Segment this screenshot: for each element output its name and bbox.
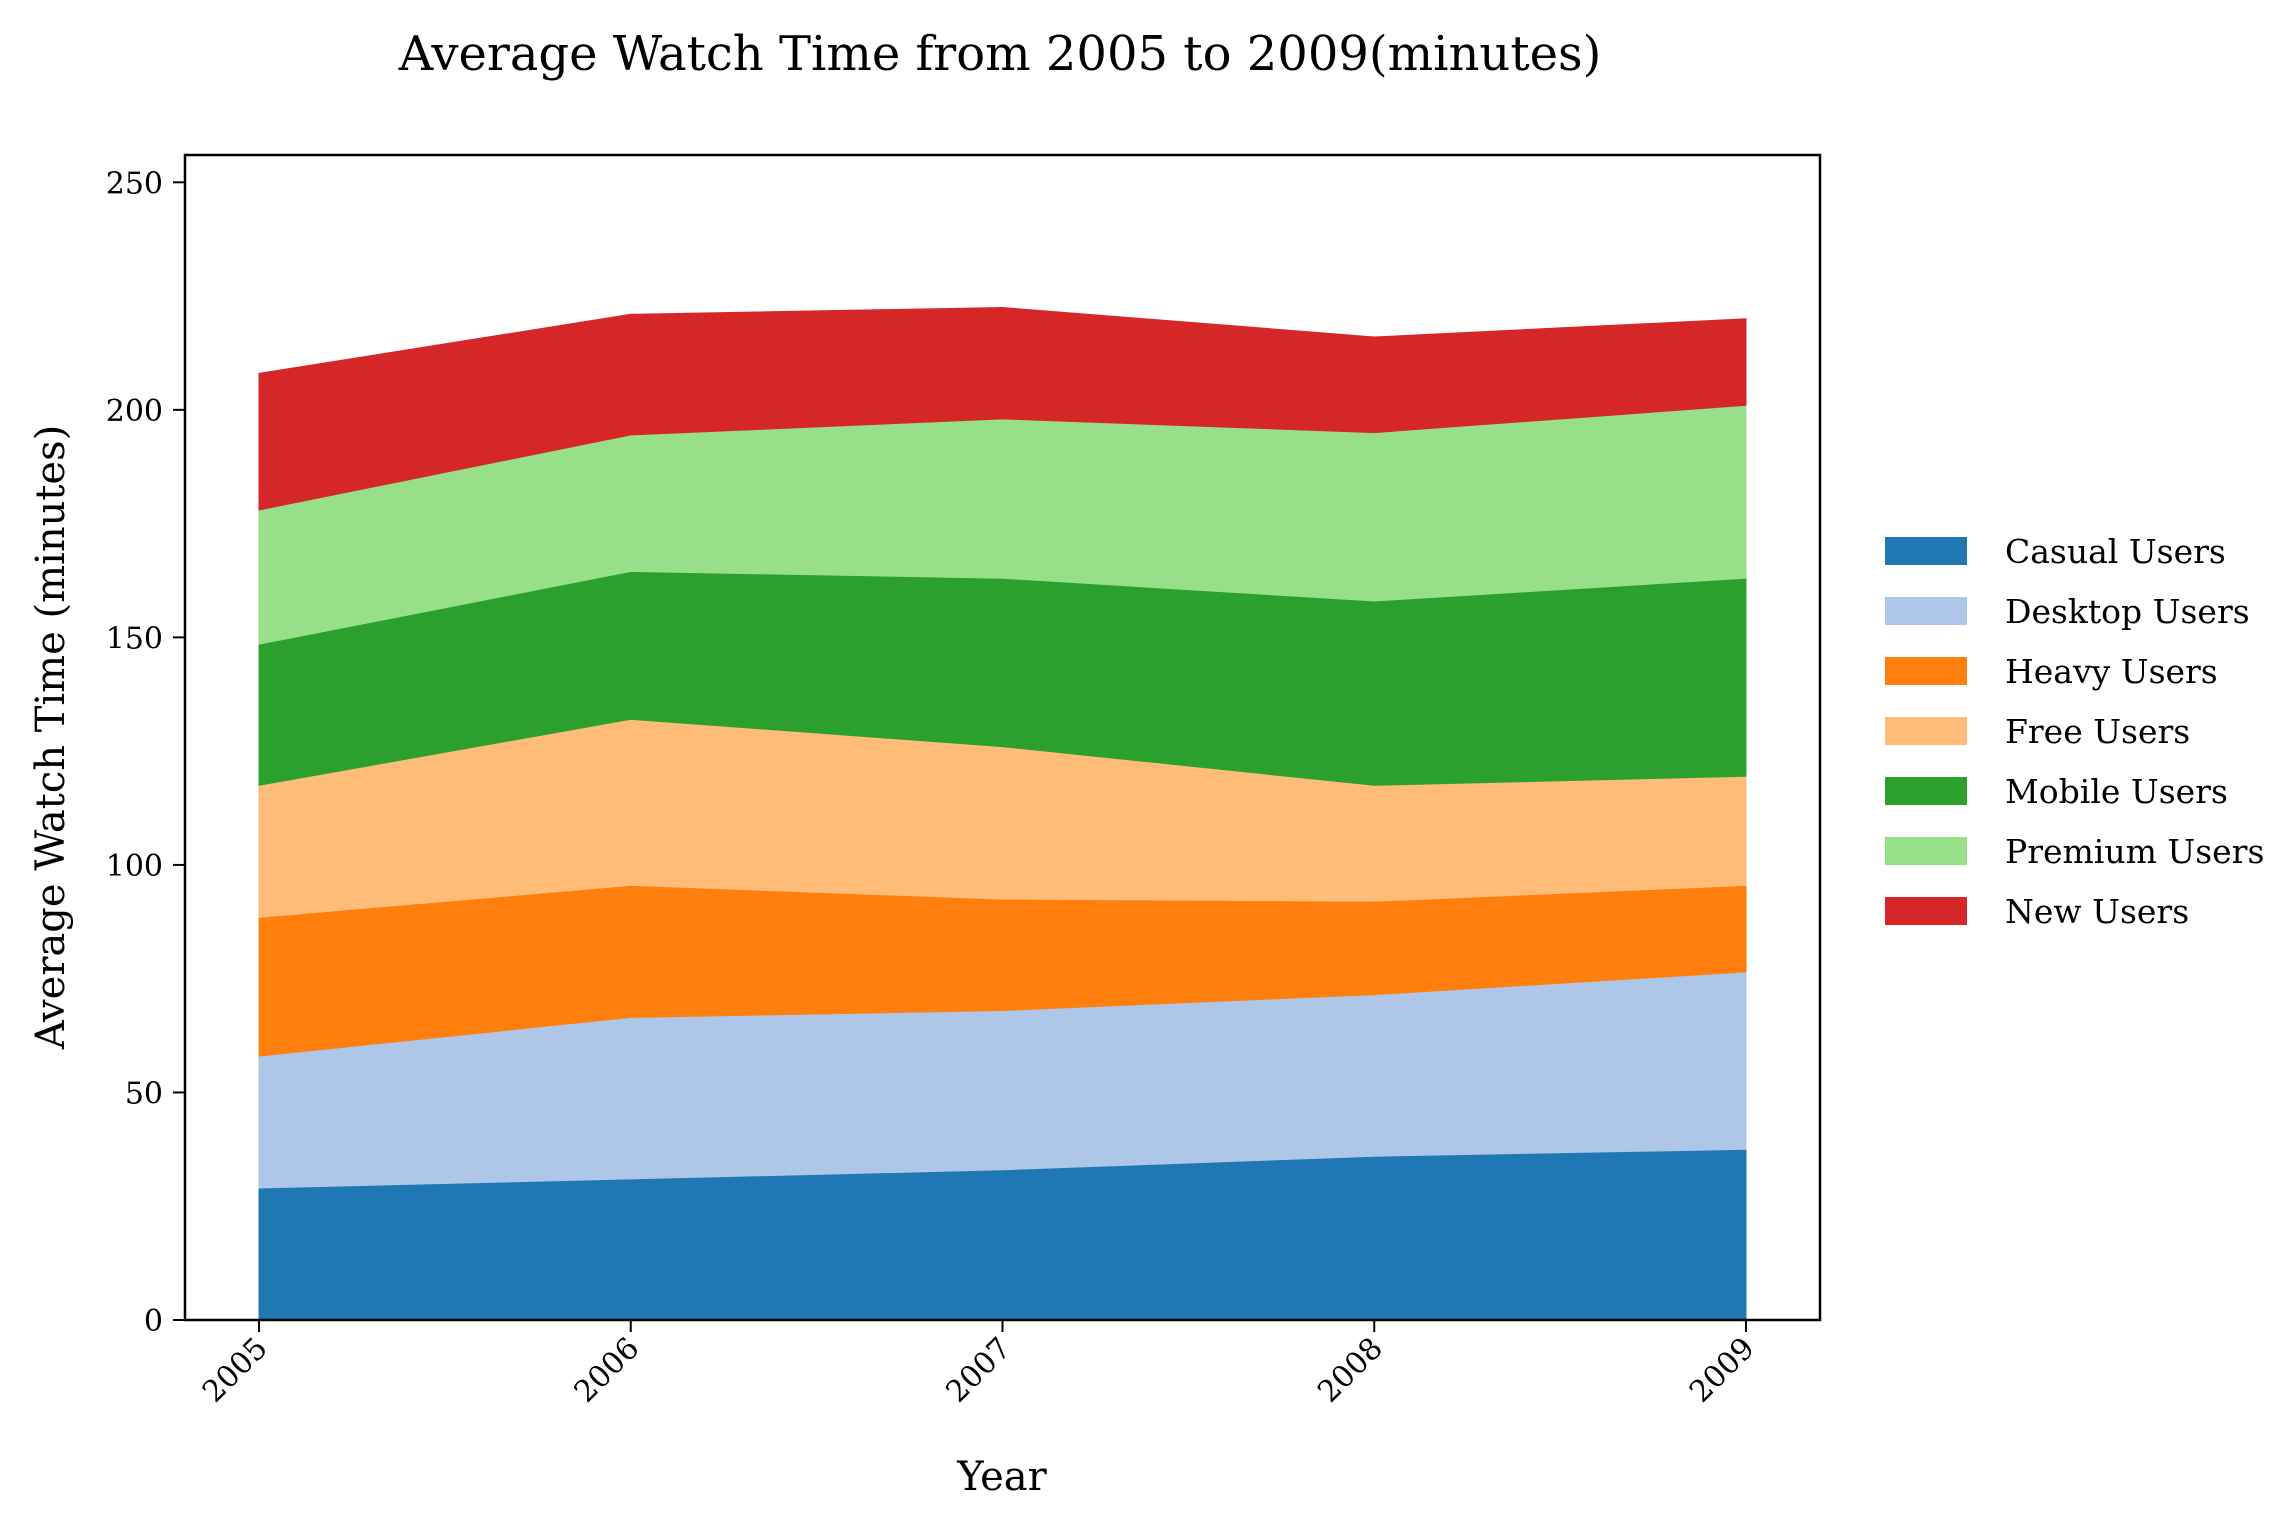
x-tick-label: 2008	[1311, 1331, 1390, 1410]
legend-label-free-users: Free Users	[2005, 712, 2190, 751]
legend: Casual Users Desktop Users Heavy Users Free…	[1885, 532, 2264, 931]
area-series-group	[258, 306, 1747, 1321]
legend-label-casual-users: Casual Users	[2005, 532, 2226, 571]
legend-label-heavy-users: Heavy Users	[2005, 652, 2218, 691]
y-tick-label: 200	[106, 394, 163, 429]
legend-label-premium-users: Premium Users	[2005, 832, 2264, 871]
y-axis-label: Average Watch Time (minutes)	[28, 425, 74, 1050]
y-axis: 0 50 100 150 200 250	[106, 166, 185, 1339]
legend-swatch-free-users	[1885, 717, 1967, 745]
y-tick-label: 250	[106, 166, 163, 201]
x-tick-label: 2007	[939, 1331, 1018, 1410]
legend-swatch-casual-users	[1885, 537, 1967, 565]
y-tick-label: 150	[106, 621, 163, 656]
x-tick-label: 2005	[196, 1331, 275, 1410]
legend-label-desktop-users: Desktop Users	[2005, 592, 2250, 631]
legend-swatch-mobile-users	[1885, 777, 1967, 805]
area-new-users	[258, 306, 1747, 511]
legend-swatch-new-users	[1885, 897, 1967, 925]
legend-label-mobile-users: Mobile Users	[2005, 772, 2228, 811]
x-axis: 2005 2006 2007 2008 2009	[196, 1320, 1762, 1410]
x-axis-label: Year	[956, 1454, 1047, 1500]
legend-label-new-users: New Users	[2005, 892, 2189, 931]
chart-title: Average Watch Time from 2005 to 2009(min…	[398, 26, 1602, 82]
y-tick-label: 100	[106, 849, 163, 884]
legend-swatch-desktop-users	[1885, 597, 1967, 625]
y-tick-label: 0	[144, 1304, 163, 1339]
y-tick-label: 50	[125, 1076, 163, 1111]
legend-swatch-premium-users	[1885, 837, 1967, 865]
x-tick-label: 2009	[1683, 1331, 1762, 1410]
legend-swatch-heavy-users	[1885, 657, 1967, 685]
x-tick-label: 2006	[568, 1331, 647, 1410]
